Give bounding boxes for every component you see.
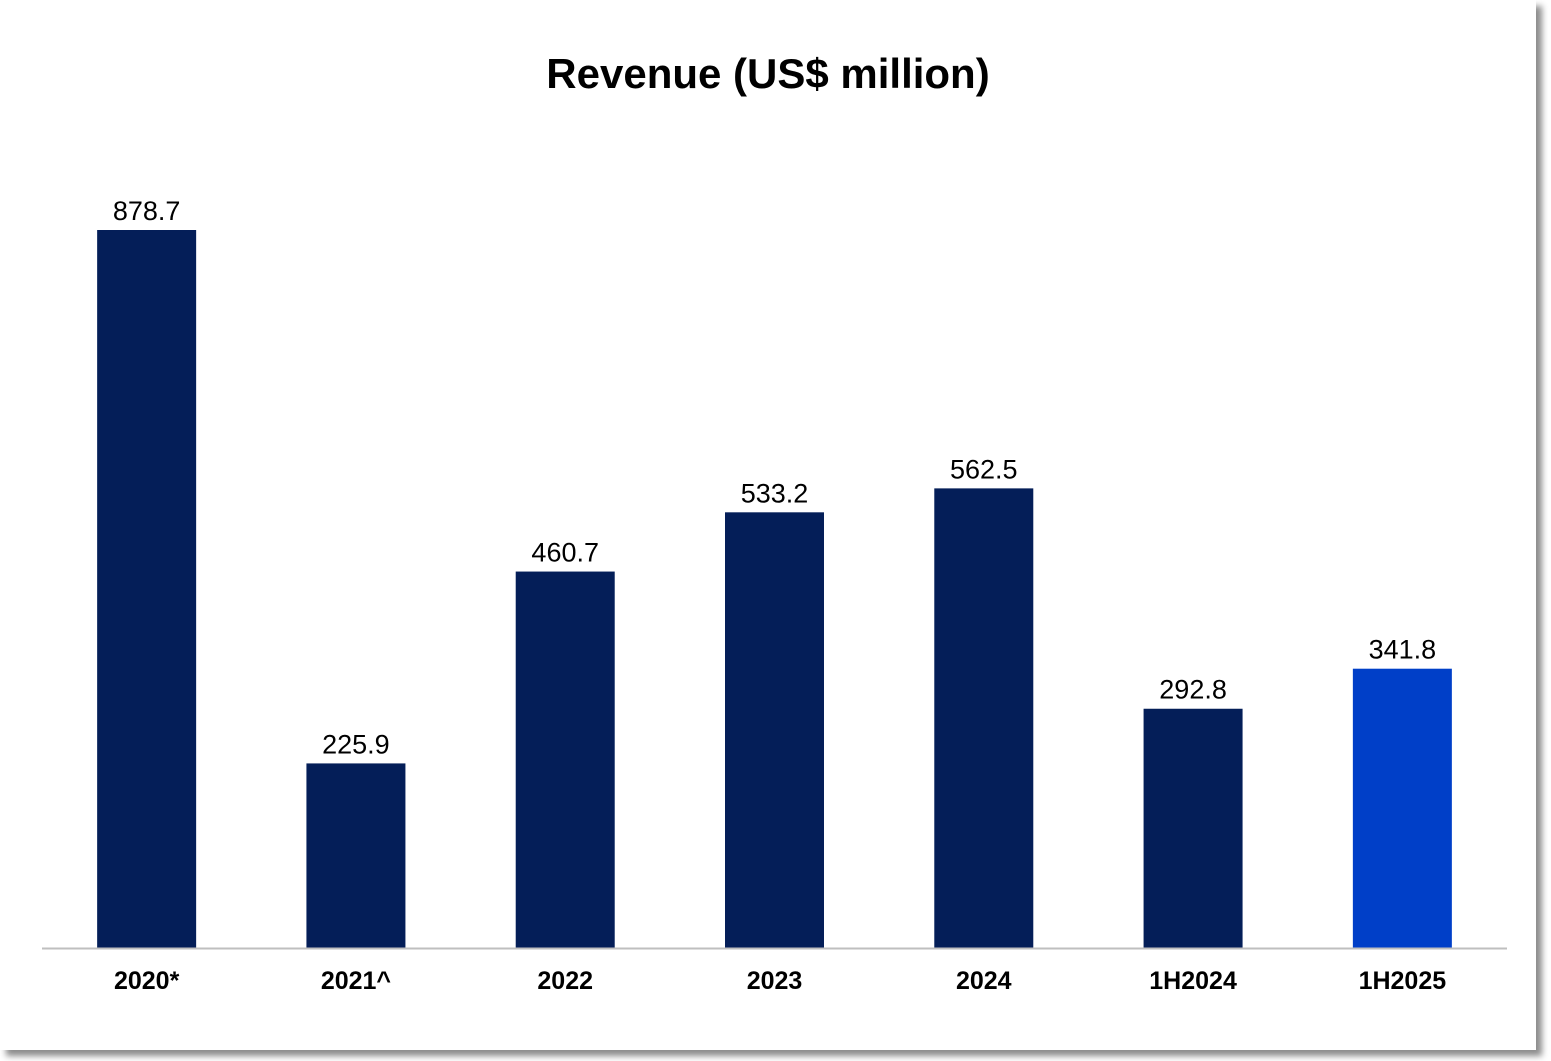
x-tick-label: 2020*	[114, 967, 180, 995]
bar-2021^	[306, 763, 406, 948]
data-label: 533.2	[741, 478, 809, 508]
data-label: 341.8	[1369, 635, 1437, 665]
data-label: 460.7	[531, 538, 599, 568]
x-tick-label: 2024	[956, 967, 1012, 995]
bar-2024	[934, 488, 1034, 948]
data-label: 878.7	[113, 196, 181, 226]
bar-2020*	[97, 230, 197, 948]
bar-2022	[515, 571, 615, 948]
x-tick-label: 2021^	[321, 967, 392, 995]
bar-2023	[725, 512, 824, 948]
bar-1H2024	[1143, 708, 1243, 948]
bar-1H2025	[1352, 668, 1452, 948]
x-tick-label: 2022	[537, 967, 593, 995]
data-label: 562.5	[950, 454, 1018, 484]
x-tick-label: 1H2025	[1359, 967, 1447, 995]
x-tick-label: 1H2024	[1149, 967, 1237, 995]
data-label: 225.9	[322, 729, 390, 759]
data-label: 292.8	[1159, 675, 1227, 705]
chart-title: Revenue (US$ million)	[546, 50, 990, 97]
x-tick-label: 2023	[747, 967, 803, 995]
